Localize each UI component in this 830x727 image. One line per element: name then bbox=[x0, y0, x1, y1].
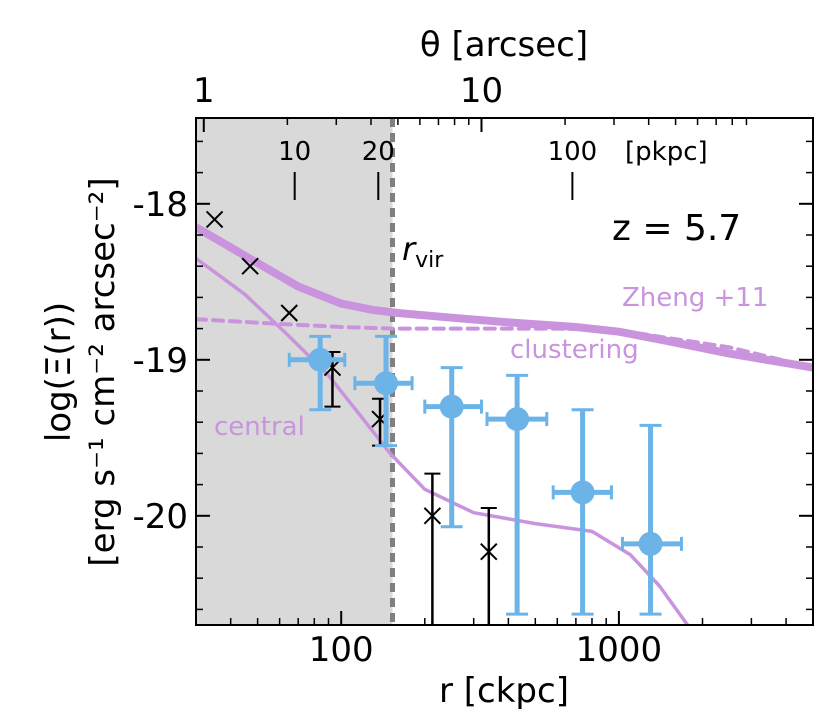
obs-point bbox=[638, 531, 663, 556]
cross-point bbox=[205, 210, 224, 229]
pkpc-tick-label: 20 bbox=[362, 137, 395, 167]
pkpc-tick-label: 10 bbox=[278, 137, 311, 167]
pkpc-tick-label: 100 bbox=[548, 137, 598, 167]
y-tick-label: -19 bbox=[132, 341, 188, 381]
y-tick-label: -18 bbox=[132, 185, 188, 225]
obs-point bbox=[505, 407, 530, 432]
cross-point bbox=[480, 542, 498, 561]
y-axis-label-line2: [erg s⁻¹ cm⁻² arcsec⁻²] bbox=[83, 177, 123, 566]
y-axis-label-line1: log(Ξ(r)) bbox=[39, 302, 79, 442]
shaded-region bbox=[196, 118, 393, 625]
rvir-label-sub: vir bbox=[415, 248, 444, 273]
plot-frame bbox=[195, 117, 814, 626]
y-tick-label: -20 bbox=[132, 497, 188, 537]
top-axis-label: θ [arcsec] bbox=[420, 25, 588, 65]
x-tick-label: 100 bbox=[309, 630, 374, 670]
obs-point bbox=[439, 394, 464, 419]
cross-point bbox=[241, 257, 259, 275]
rvir-label: rvir bbox=[402, 230, 444, 273]
clustering-curve bbox=[196, 317, 813, 370]
obs-point bbox=[308, 347, 333, 372]
top-tick-label: 1 bbox=[193, 71, 215, 111]
cross-point bbox=[423, 507, 442, 525]
clustering-label: clustering bbox=[510, 335, 639, 365]
central-curve bbox=[196, 256, 690, 625]
obs-point bbox=[374, 371, 399, 396]
zheng-curve bbox=[196, 223, 813, 372]
top-tick-label: 10 bbox=[460, 71, 503, 111]
rvir-label-r: r bbox=[402, 230, 417, 268]
zheng-label: Zheng +11 bbox=[622, 283, 768, 313]
central-label: central bbox=[214, 412, 305, 442]
pkpc-unit-label: [pkpc] bbox=[625, 137, 708, 167]
redshift-label: z = 5.7 bbox=[612, 208, 741, 249]
obs-point bbox=[570, 480, 595, 505]
x-tick-label: 1000 bbox=[576, 630, 663, 670]
x-axis-label: r [ckpc] bbox=[439, 671, 569, 711]
cross-point bbox=[280, 304, 298, 322]
